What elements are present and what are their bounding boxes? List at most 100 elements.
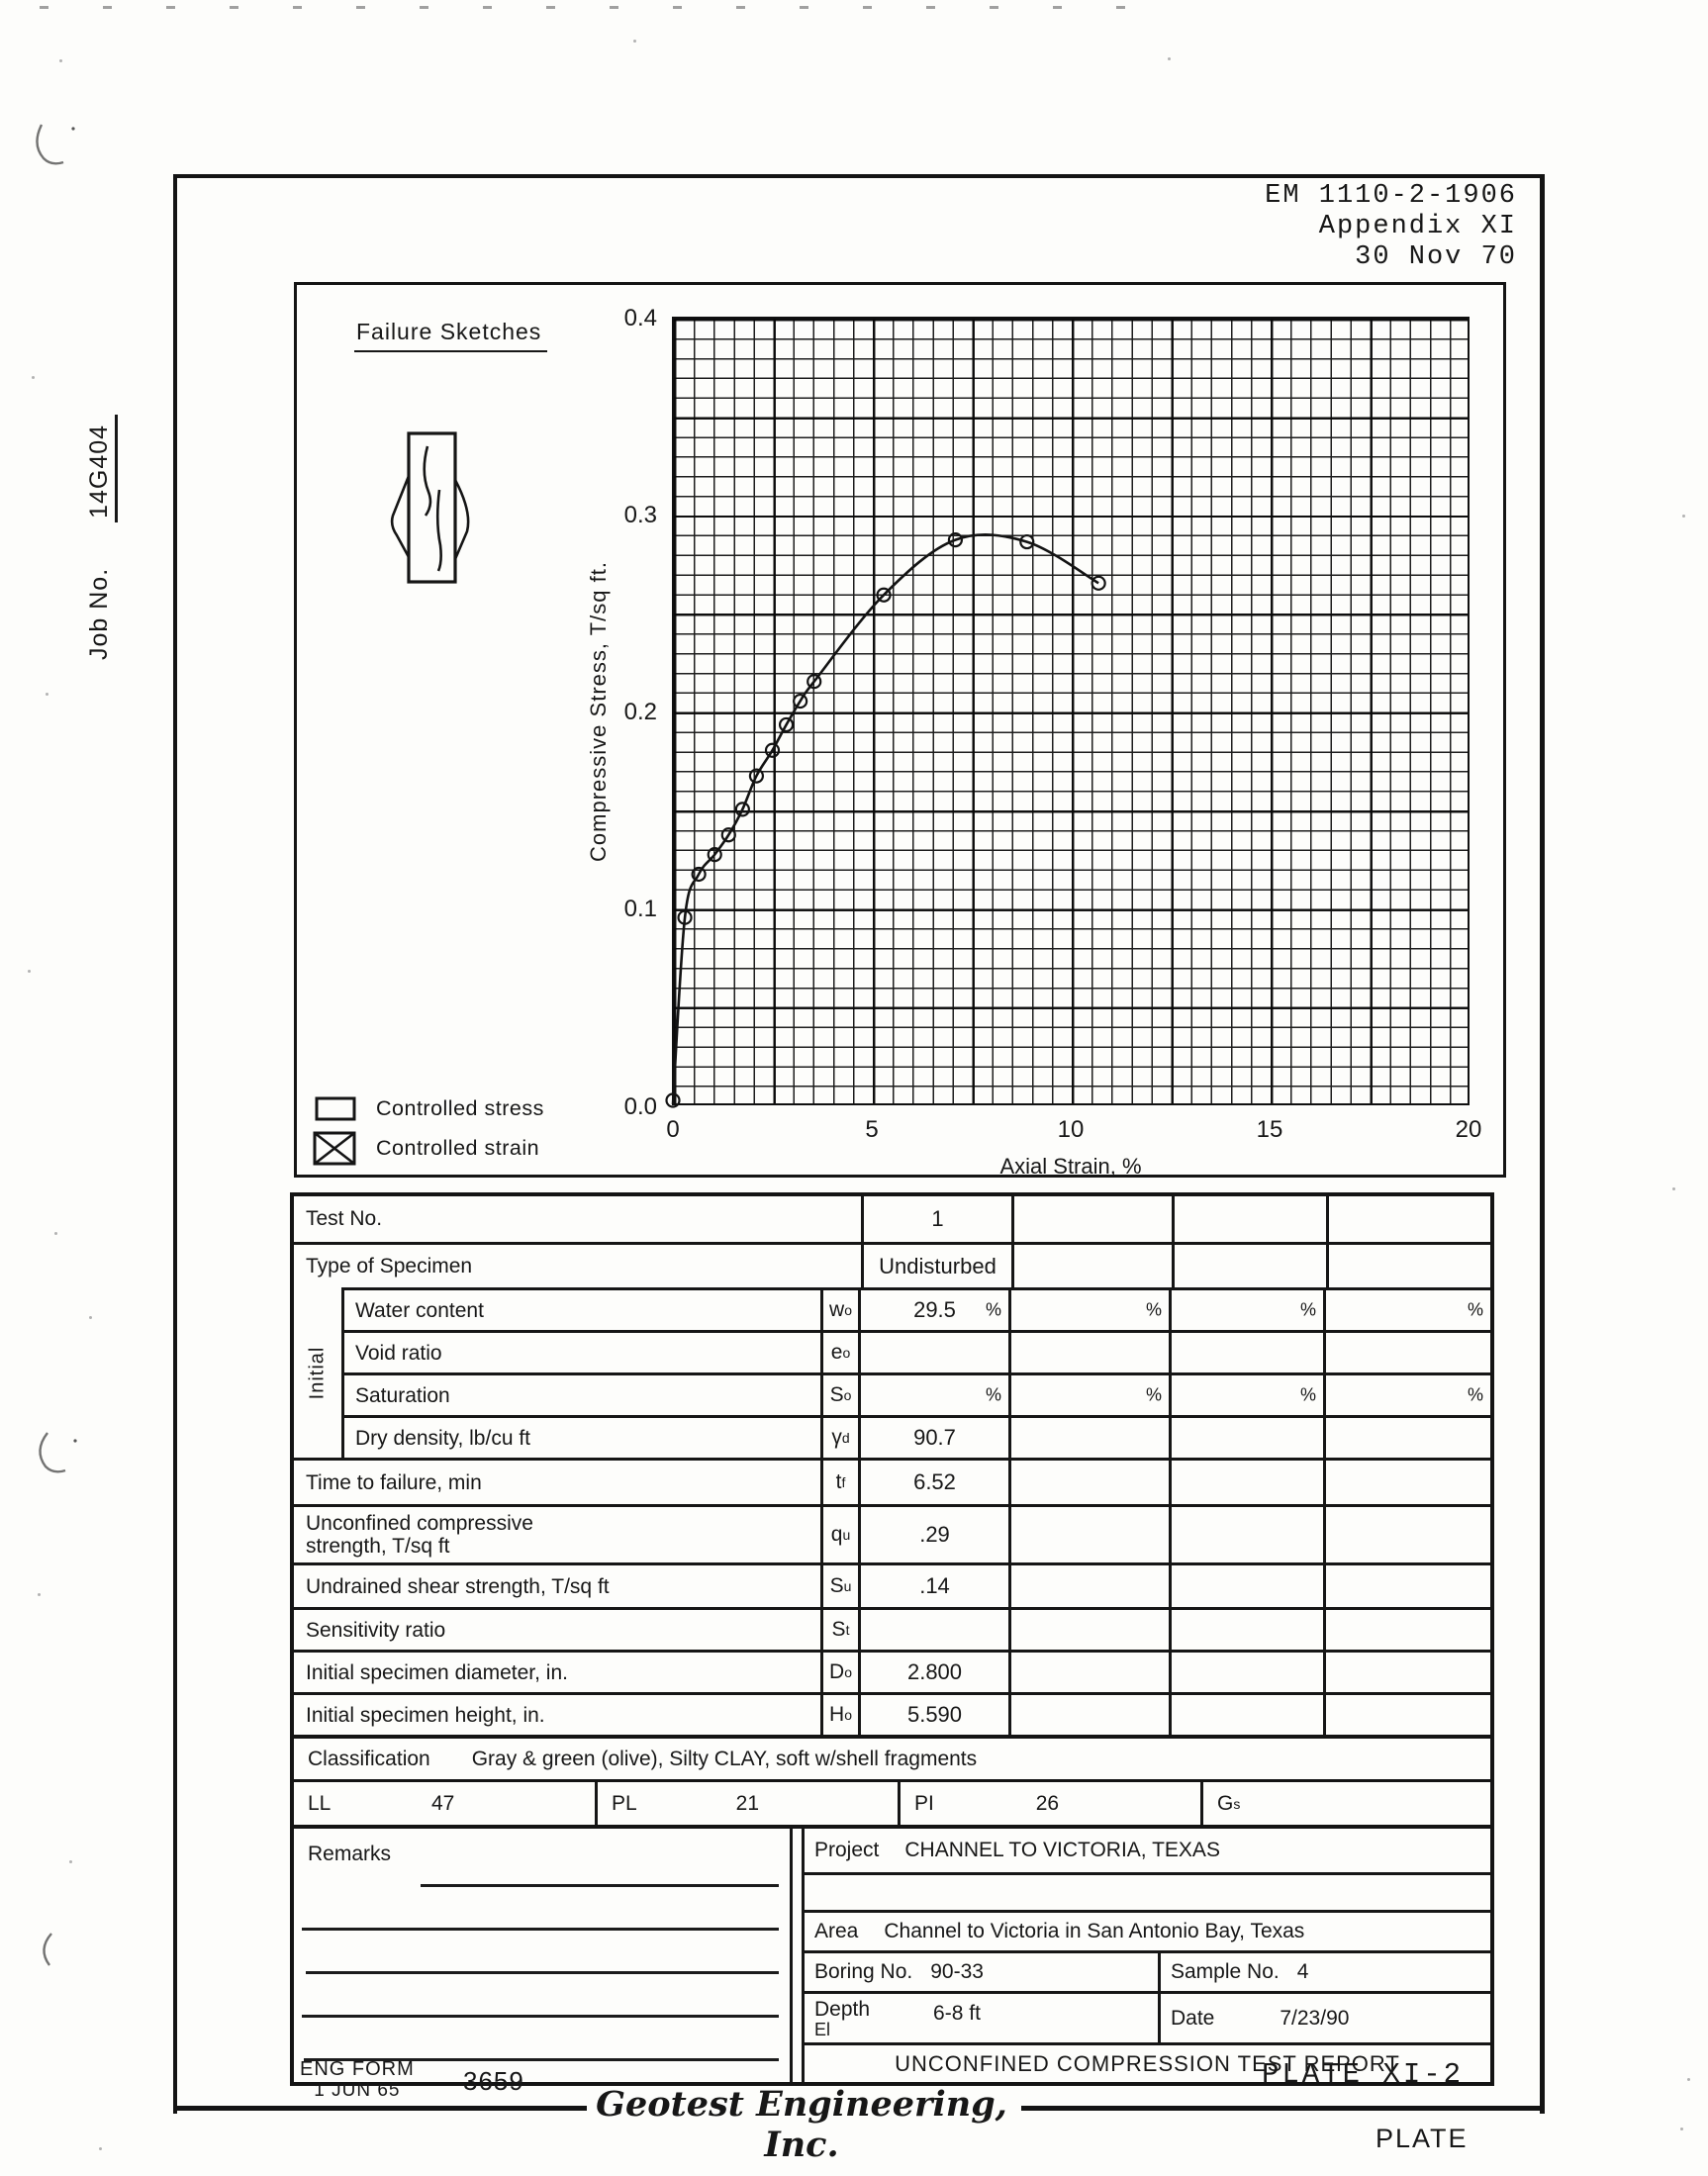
depth-value: 6-8 ft xyxy=(933,2002,981,2025)
remarks-project-section: Remarks Project CHANNEL TO VICTORIA, TEX… xyxy=(294,1825,1490,2082)
row-label: Initial specimen height, in. xyxy=(294,1695,823,1735)
form-border-bottom-left xyxy=(173,2106,587,2111)
data-point xyxy=(876,587,892,603)
row-value-col3: % xyxy=(1172,1375,1326,1415)
type-of-specimen-row: Type of Specimen Undisturbed xyxy=(294,1242,1490,1287)
classification-value: Gray & green (olive), Silty CLAY, soft w… xyxy=(471,1747,978,1770)
row-label: Saturation xyxy=(294,1375,823,1415)
y-tick-label: 0.4 xyxy=(623,305,657,331)
header-date: 30 Nov 70 xyxy=(1355,242,1517,272)
y-tick-label: 0.2 xyxy=(623,699,657,725)
boring-sample-row: Boring No. 90-33 Sample No. 4 xyxy=(805,1950,1490,1991)
initial-group-label: Initial xyxy=(306,1346,329,1399)
failure-sketch-specimen xyxy=(390,431,470,584)
row-label: Sensitivity ratio xyxy=(294,1610,823,1650)
data-point xyxy=(677,909,693,925)
sample-value: 4 xyxy=(1296,1960,1309,1983)
scan-dashes xyxy=(40,6,1178,9)
boring-field: Boring No. 90-33 xyxy=(805,1953,1161,1991)
row-value-col1: 6.52 xyxy=(861,1461,1011,1504)
remarks-line xyxy=(421,1884,779,1887)
test-no-row: Test No. 1 xyxy=(294,1196,1490,1242)
row-value-col3 xyxy=(1172,1418,1326,1458)
origin-label: 0.0 xyxy=(623,1093,657,1120)
test-no-value: 1 xyxy=(864,1196,1014,1242)
ll-label: LL xyxy=(308,1791,332,1815)
data-point xyxy=(807,674,822,690)
job-number-label: Job No. xyxy=(85,567,113,660)
row-value-col2: % xyxy=(1011,1375,1172,1415)
x-tick-label: 5 xyxy=(865,1116,879,1143)
remarks-line xyxy=(302,1928,779,1931)
row-label: Void ratio xyxy=(294,1333,823,1372)
report-title: UNCONFINED COMPRESSION TEST REPORT xyxy=(805,2042,1490,2082)
document-header: EM 1110-2-1906 Appendix XI 30 Nov 70 xyxy=(1265,181,1517,273)
row-label: Time to failure, min xyxy=(294,1461,823,1504)
row-value-col1: % xyxy=(861,1375,1011,1415)
project-value: CHANNEL TO VICTORIA, TEXAS xyxy=(904,1839,1220,1861)
gs-label: G xyxy=(1217,1791,1234,1815)
date-field: Date 7/23/90 xyxy=(1161,1994,1490,2042)
pi-value: 26 xyxy=(1035,1791,1060,1815)
row-value-col2: % xyxy=(1011,1290,1172,1330)
sample-label: Sample No. xyxy=(1171,1960,1280,1983)
form-number: 3659 xyxy=(463,2066,524,2096)
row-value-col3 xyxy=(1172,1461,1326,1504)
y-tick-label: 0.3 xyxy=(623,502,657,528)
x-tick-label: 15 xyxy=(1256,1116,1283,1143)
row-label: Water content xyxy=(294,1290,823,1330)
sample-field: Sample No. 4 xyxy=(1161,1953,1490,1991)
eng-form-line1: ENG FORM xyxy=(300,2058,415,2080)
project-label: Project xyxy=(814,1839,880,1861)
type-of-specimen-label: Type of Specimen xyxy=(294,1245,864,1287)
x-tick-label: 0 xyxy=(666,1116,680,1143)
row-value-col4 xyxy=(1326,1333,1490,1372)
remarks-line xyxy=(302,2015,779,2018)
table-row: Void ratio e o xyxy=(294,1330,1490,1372)
project-field: Project CHANNEL TO VICTORIA, TEXAS xyxy=(805,1829,1490,1872)
controlled-strain-label: Controlled strain xyxy=(376,1136,540,1160)
row-label: Dry density, lb/cu ft xyxy=(294,1418,823,1458)
row-value-col2 xyxy=(1011,1653,1172,1692)
project-blank-row xyxy=(805,1872,1490,1910)
project-panel: Project CHANNEL TO VICTORIA, TEXAS Area … xyxy=(802,1829,1490,2082)
stress-strain-curve xyxy=(671,533,1099,1105)
row-value-col3: % xyxy=(1172,1290,1326,1330)
row-value-col3 xyxy=(1172,1565,1326,1607)
data-point xyxy=(778,716,795,733)
row-value-col2 xyxy=(1011,1461,1172,1504)
row-value-col4: % xyxy=(1467,1299,1483,1320)
row-value-col3 xyxy=(1172,1695,1326,1735)
row-value-col3 xyxy=(1172,1610,1326,1650)
row-value-col1: 90.7 xyxy=(861,1418,1011,1458)
row-value-col1 xyxy=(861,1333,1011,1372)
data-point xyxy=(1019,533,1035,550)
form-border-bottom-right xyxy=(1021,2106,1541,2111)
test-report-table: Test No. 1 Type of Specimen Undisturbed … xyxy=(290,1192,1494,2086)
data-point xyxy=(1091,575,1106,591)
row-value-col3 xyxy=(1172,1333,1326,1372)
pi-label: PI xyxy=(914,1791,934,1815)
date-label: Date xyxy=(1171,2006,1215,2030)
data-point xyxy=(665,1092,681,1108)
row-value-col4 xyxy=(1326,1507,1490,1562)
header-doc-number: EM 1110-2-1906 xyxy=(1265,181,1517,211)
row-value-col4 xyxy=(1326,1418,1490,1458)
ll-value: 47 xyxy=(431,1791,455,1815)
row-value-col2 xyxy=(1011,1565,1172,1607)
plot-grid xyxy=(672,317,1470,1105)
data-point xyxy=(764,742,781,758)
depth-date-row: Depth El 6-8 ft Date 7/23/90 xyxy=(805,1991,1490,2042)
row-value-col2 xyxy=(1011,1695,1172,1735)
y-tick-label: 0.1 xyxy=(623,896,657,922)
